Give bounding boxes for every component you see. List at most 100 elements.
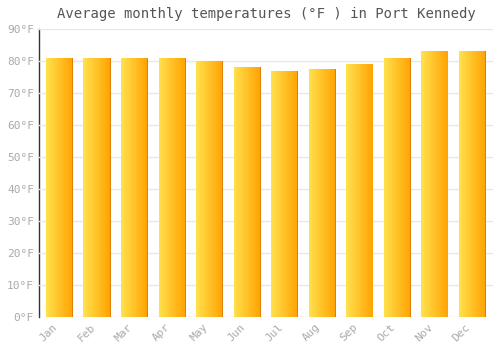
Bar (289, 71, 290, 317)
Bar (92, 58, 93, 317)
Bar (285, 71, 286, 317)
Bar (257, 68, 258, 317)
Bar (249, 68, 250, 317)
Bar (49, 58, 50, 317)
Bar (163, 58, 164, 317)
Bar (46, 58, 47, 317)
Bar (459, 51, 460, 317)
Bar (168, 58, 169, 317)
Bar (69, 58, 70, 317)
Bar (446, 51, 447, 317)
Bar (432, 51, 433, 317)
Bar (141, 58, 142, 317)
Bar (332, 69, 333, 317)
Bar (472, 51, 473, 317)
Bar (196, 61, 197, 317)
Bar (250, 68, 251, 317)
Bar (219, 61, 220, 317)
Bar (483, 51, 484, 317)
Bar (236, 68, 237, 317)
Bar (91, 58, 92, 317)
Bar (278, 71, 279, 317)
Bar (460, 51, 461, 317)
Bar (124, 58, 125, 317)
Bar (322, 69, 323, 317)
Bar (60, 58, 61, 317)
Bar (443, 51, 444, 317)
Bar (197, 61, 198, 317)
Bar (100, 58, 101, 317)
Bar (359, 64, 360, 317)
Bar (147, 58, 148, 317)
Bar (109, 58, 110, 317)
Bar (402, 58, 404, 317)
Bar (369, 64, 370, 317)
Bar (145, 58, 146, 317)
Bar (385, 58, 386, 317)
Bar (271, 71, 272, 317)
Bar (328, 69, 330, 317)
Title: Average monthly temperatures (°F ) in Port Kennedy: Average monthly temperatures (°F ) in Po… (56, 7, 476, 21)
Bar (131, 58, 132, 317)
Bar (435, 51, 436, 317)
Bar (372, 64, 374, 317)
Bar (357, 64, 358, 317)
Bar (251, 68, 252, 317)
Bar (284, 71, 285, 317)
Bar (401, 58, 402, 317)
Bar (121, 58, 122, 317)
Bar (320, 69, 321, 317)
Bar (473, 51, 474, 317)
Bar (179, 58, 180, 317)
Bar (213, 61, 214, 317)
Bar (64, 58, 65, 317)
Bar (180, 58, 182, 317)
Bar (398, 58, 399, 317)
Bar (204, 61, 205, 317)
Bar (51, 58, 52, 317)
Bar (241, 68, 242, 317)
Bar (295, 71, 296, 317)
Bar (99, 58, 100, 317)
Bar (208, 61, 209, 317)
Bar (358, 64, 359, 317)
Bar (242, 68, 243, 317)
Bar (239, 68, 240, 317)
Bar (129, 58, 130, 317)
Bar (280, 71, 281, 317)
Bar (67, 58, 68, 317)
Bar (319, 69, 320, 317)
Bar (410, 58, 411, 317)
Bar (88, 58, 89, 317)
Bar (247, 68, 248, 317)
Bar (386, 58, 387, 317)
Bar (367, 64, 368, 317)
Bar (444, 51, 445, 317)
Bar (97, 58, 98, 317)
Bar (202, 61, 203, 317)
Bar (327, 69, 328, 317)
Bar (349, 64, 350, 317)
Bar (404, 58, 405, 317)
Bar (440, 51, 441, 317)
Bar (431, 51, 432, 317)
Bar (102, 58, 103, 317)
Bar (292, 71, 293, 317)
Bar (162, 58, 163, 317)
Bar (220, 61, 221, 317)
Bar (126, 58, 127, 317)
Bar (205, 61, 206, 317)
Bar (325, 69, 326, 317)
Bar (160, 58, 162, 317)
Bar (104, 58, 105, 317)
Bar (423, 51, 424, 317)
Bar (326, 69, 327, 317)
Bar (405, 58, 406, 317)
Bar (128, 58, 129, 317)
Bar (438, 51, 439, 317)
Bar (63, 58, 64, 317)
Bar (273, 71, 274, 317)
Bar (317, 69, 318, 317)
Bar (53, 58, 54, 317)
Bar (279, 71, 280, 317)
